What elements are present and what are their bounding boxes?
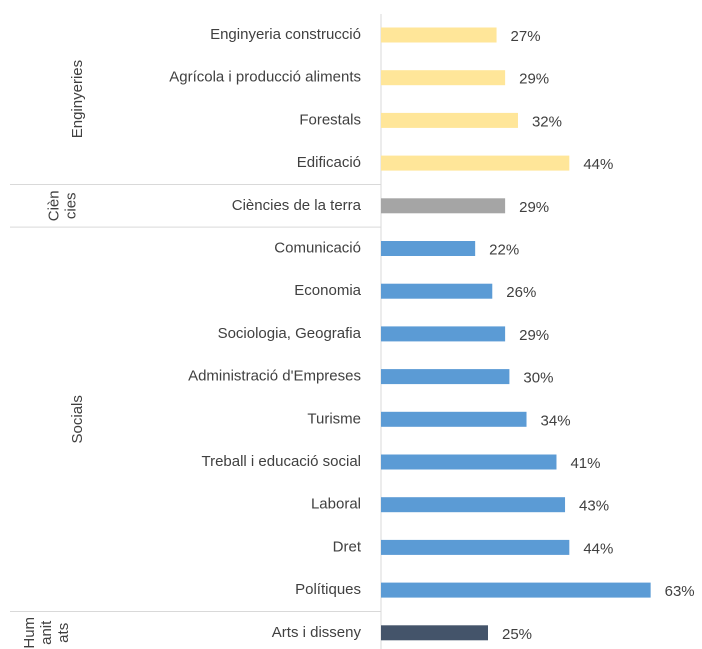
bar [381, 155, 570, 171]
group-label: anit [38, 620, 55, 645]
category-label: Treball i educació social [201, 453, 361, 470]
group-label: Enginyeries [69, 60, 86, 138]
value-label: 29% [519, 71, 549, 88]
group-label: ats [55, 623, 72, 643]
value-label: 26% [506, 284, 536, 301]
bar [381, 27, 497, 43]
value-label: 32% [532, 113, 562, 130]
bar [381, 411, 527, 427]
category-label: Arts i disseny [272, 624, 362, 641]
group-label: Socials [69, 395, 86, 443]
bar [381, 369, 510, 385]
group-label: Hum [21, 617, 38, 649]
group-label: cies [62, 192, 79, 219]
value-label: 29% [519, 327, 549, 344]
value-label: 63% [665, 583, 695, 600]
value-label: 25% [502, 626, 532, 643]
category-label: Economia [294, 282, 361, 299]
bar [381, 326, 506, 342]
category-label: Turisme [307, 410, 361, 427]
category-label: Comunicació [274, 239, 361, 256]
group-label: Cièn [45, 190, 62, 221]
category-label: Laboral [311, 496, 361, 513]
value-label: 22% [489, 241, 519, 258]
category-label: Forestals [299, 111, 361, 128]
value-label: 27% [511, 28, 541, 45]
bar [381, 70, 506, 86]
value-label: 44% [583, 540, 613, 557]
category-label: Ciències de la terra [232, 197, 362, 214]
value-label: 44% [583, 156, 613, 173]
category-label: Edificació [297, 154, 361, 171]
bar [381, 539, 570, 555]
bar [381, 454, 557, 470]
bar [381, 625, 488, 641]
bar [381, 198, 506, 214]
bar [381, 582, 651, 598]
category-label: Agrícola i producció aliments [169, 69, 361, 86]
bar [381, 112, 518, 128]
category-label: Polítiques [295, 581, 361, 598]
value-label: 41% [570, 455, 600, 472]
bar [381, 241, 476, 256]
category-label: Administració d'Empreses [188, 368, 361, 385]
category-label: Enginyeria construcció [210, 26, 361, 43]
bar [381, 283, 493, 299]
value-label: 30% [523, 370, 553, 387]
category-label: Dret [333, 538, 362, 555]
category-label: Sociologia, Geografia [218, 325, 362, 342]
value-label: 34% [541, 412, 571, 429]
value-label: 29% [519, 199, 549, 216]
value-label: 43% [579, 498, 609, 515]
bar [381, 497, 566, 513]
